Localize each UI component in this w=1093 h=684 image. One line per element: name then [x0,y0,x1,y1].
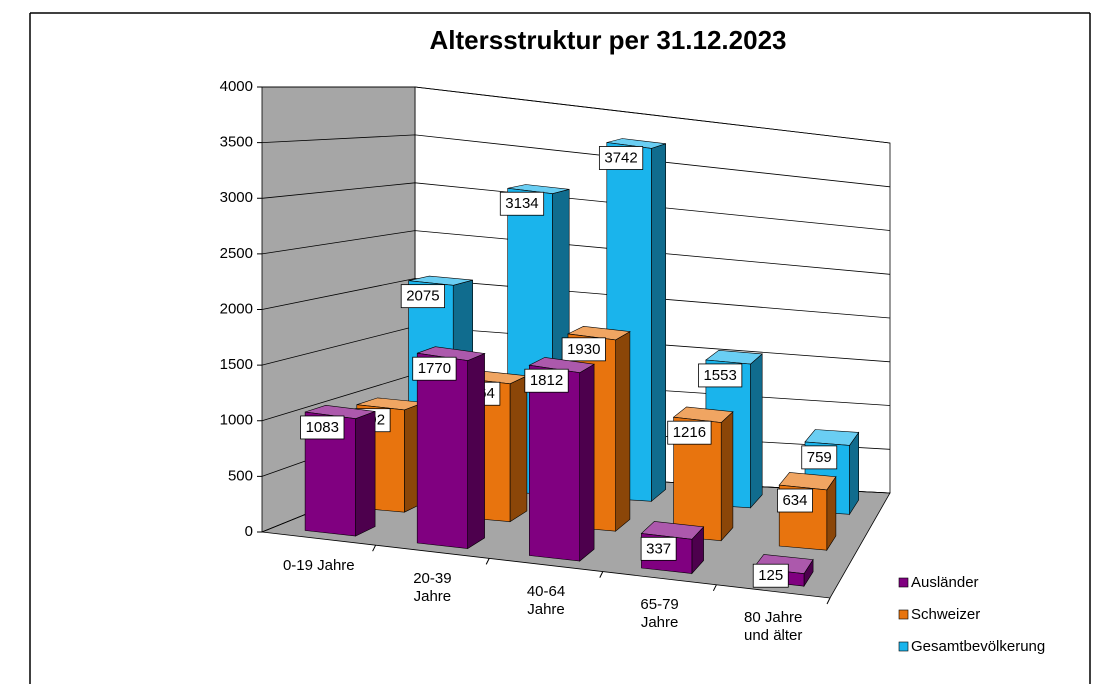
bar-side [720,411,734,542]
bar: 1812 [524,357,595,562]
x-tick [599,571,604,578]
bar: 1083 [300,404,376,537]
legend-label: Gesamtbevölkerung [911,638,1046,655]
data-label: 1083 [306,419,339,436]
y-tick-label: 1500 [220,356,253,373]
bar-side [467,353,485,550]
legend-swatch [898,641,909,652]
data-label-box [300,415,345,440]
bar-front [528,364,581,562]
x-tick-label: 0-19 Jahre [282,556,355,574]
bar: 1770 [412,346,486,550]
data-label-box [667,420,712,445]
data-label: 1930 [567,341,600,358]
data-label: 1770 [418,360,451,377]
grid-line [262,86,891,144]
data-label-box [499,191,545,216]
data-label-box [698,363,743,388]
x-tick-label: 80 Jahre und älter [744,609,803,645]
bar-front [304,411,356,537]
legend-swatch [898,577,909,588]
data-label: 2075 [406,288,439,305]
data-label: 759 [807,449,832,466]
data-label: 3134 [505,195,538,212]
y-tick-label: 2000 [220,300,253,317]
data-label-box [598,146,644,170]
y-tick-label: 2500 [220,245,253,262]
legend-label: Ausländer [911,574,979,591]
bar-side [615,331,631,532]
data-label-box [561,337,606,362]
x-tick-label: 20-39 Jahre [413,569,452,605]
bar-side [509,375,528,523]
data-label: 1553 [703,367,736,384]
x-tick [712,584,717,592]
chart-title: Altersstruktur per 31.12.2023 [430,25,787,55]
bar-front [673,416,722,542]
bar: 1216 [667,406,734,542]
grid-line [261,230,891,275]
data-label: 1216 [673,424,706,441]
legend-label: Schweizer [911,606,981,623]
bar-side [651,143,667,502]
data-label-box [801,445,838,470]
x-tick-label: 40-64 Jahre [526,583,566,618]
x-tick [372,544,377,552]
data-label-box [777,488,813,513]
x-tick-label: 65-79 Jahre [640,596,679,632]
y-tick-label: 500 [228,467,253,484]
data-label-box [524,368,569,393]
bar: 337 [640,521,705,575]
x-tick [485,558,490,565]
data-label-box [752,563,789,588]
data-label: 3742 [604,149,637,166]
bar: 125 [752,554,814,588]
bar-side [750,353,763,509]
y-tick-label: 3500 [220,134,253,151]
data-label-box [412,356,457,381]
grid-line [261,278,891,319]
y-tick-label: 4000 [220,78,253,95]
bar-front [416,352,468,549]
x-tick [826,597,831,605]
data-label: 1812 [530,372,563,389]
data-label-box [640,536,677,561]
legend-swatch [898,609,909,620]
y-tick-label: 3000 [220,189,253,206]
bar: 634 [777,472,837,552]
bar-side [355,410,376,537]
y-tick-label: 1000 [220,412,253,429]
bar-side [579,363,595,562]
grid-line [261,182,891,231]
data-label: 634 [782,492,807,509]
data-label-box [400,284,445,309]
bar-side [849,431,860,516]
data-label: 337 [646,540,671,557]
y-tick-label: 0 [245,523,253,540]
data-label: 125 [758,567,783,584]
grid-line [261,134,891,188]
